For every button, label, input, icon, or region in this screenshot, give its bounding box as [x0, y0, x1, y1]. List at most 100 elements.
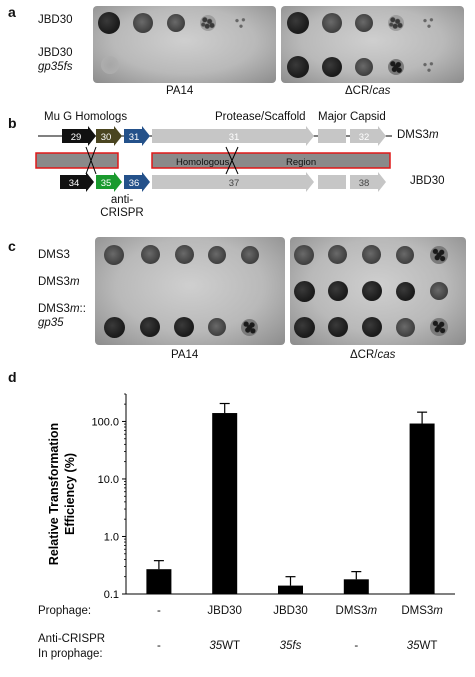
bar	[343, 579, 369, 594]
spot	[98, 12, 120, 34]
spot	[362, 281, 382, 301]
spot	[167, 14, 185, 32]
gene-38-left-block	[318, 175, 346, 189]
gene-map: 29 30 31 31 32 Homologous Region 34 35 3…	[35, 126, 392, 192]
gene-label: 34	[69, 178, 80, 189]
anti-crispr-label: -	[354, 640, 359, 652]
spot	[328, 317, 348, 337]
anti-crispr-label: 35WT	[209, 640, 241, 652]
spot	[175, 245, 194, 264]
y-tick-label: 100.0	[91, 416, 119, 428]
gene-29-arrow	[62, 126, 96, 146]
y-axis-label-line2: Efficiency (%)	[63, 453, 77, 535]
spot	[241, 319, 258, 336]
bar	[212, 413, 238, 594]
bar	[409, 423, 435, 594]
y-tick-label: 10.0	[98, 474, 119, 486]
spot	[287, 12, 309, 34]
y-tick-label: 1.0	[104, 531, 119, 543]
spot	[328, 245, 347, 264]
anti-crispr-label-line1: anti-	[110, 194, 134, 206]
spot	[396, 246, 414, 264]
anti-crispr-row-label-line1: Anti-CRISPR	[38, 633, 106, 645]
panel-c-row2-label: DMS3m	[38, 276, 80, 288]
gene-32-arrow	[350, 126, 386, 146]
panel-c-row1-label: DMS3	[38, 249, 70, 261]
gene-36-arrow	[124, 172, 150, 192]
gene-32-left-block	[318, 129, 346, 143]
spot	[294, 245, 314, 265]
spot	[294, 281, 315, 302]
spot	[287, 56, 309, 78]
spot	[388, 15, 404, 31]
homology-box-left	[35, 152, 119, 169]
anti-crispr-row-label-line2: In prophage:	[38, 648, 103, 660]
panel-c-row3-label: DMS3m::	[38, 303, 86, 315]
bar	[146, 569, 172, 594]
transformation-bar-chart: 0.1 1.0 10.0 100.0 Relative Transformation Ef…	[47, 393, 455, 601]
panel-a-row2-label-italic: gp35fs	[38, 61, 73, 73]
panel-b-header-capsid: Major Capsid	[318, 111, 386, 123]
panel-c-row3-label-italic: gp35	[38, 317, 64, 329]
spot	[241, 246, 259, 264]
gene-31-gray-arrow	[152, 126, 314, 146]
homologous-label: Homologous	[176, 157, 230, 168]
gene-38-arrow	[350, 172, 386, 192]
spot	[362, 317, 382, 337]
gene-label: 31	[229, 132, 240, 143]
panel-c-plate-right-label: ΔCR/cas	[350, 349, 396, 361]
panel-c-label: c	[8, 238, 16, 254]
bar	[278, 585, 303, 594]
spot	[174, 317, 194, 337]
panel-b-label: b	[8, 115, 17, 131]
spot	[396, 282, 415, 301]
spot	[388, 59, 404, 75]
spot	[328, 281, 348, 301]
gene-label: 36	[129, 178, 140, 189]
plate-a-dcr-cas	[281, 6, 464, 83]
gene-35-arrow	[96, 172, 122, 192]
gene-label: 38	[359, 178, 370, 189]
spot	[396, 318, 415, 337]
spot	[430, 318, 448, 336]
panel-b-top-phage: DMS3m	[397, 129, 439, 141]
panel-a-plate-right-label: ΔCR/cas	[345, 85, 391, 97]
prophage-category-label: DMS3m	[401, 605, 443, 617]
spot	[104, 245, 124, 265]
spot	[294, 317, 315, 338]
panel-a-row2-label: JBD30	[38, 47, 73, 59]
homology-box-right	[151, 152, 391, 169]
anti-crispr-label: 35fs	[279, 640, 302, 652]
spot	[430, 282, 448, 300]
prophage-row: - JBD30 JBD30 DMS3m DMS3m	[0, 605, 475, 621]
plate-c-dcr-cas	[290, 237, 466, 345]
spot	[133, 13, 153, 33]
spot	[208, 246, 226, 264]
spot	[362, 245, 381, 264]
prophage-category-label: -	[156, 605, 161, 617]
spot	[430, 246, 448, 264]
gene-label: 31	[129, 132, 140, 143]
panel-b-header-mu: Mu G Homologs	[44, 111, 128, 123]
plate-c-pa14	[95, 237, 285, 345]
panel-a-plate-left-label: PA14	[166, 85, 194, 97]
y-axis-label-line1: Relative Transformation	[47, 423, 61, 565]
anti-crispr-row: - 35WT 35fs - 35WT	[0, 640, 475, 656]
gene-label: 29	[71, 132, 82, 143]
prophage-category-label: JBD30	[207, 605, 242, 617]
panel-b-header-protease: Protease/Scaffold	[215, 111, 306, 123]
panel-a-row1-label: JBD30	[38, 14, 73, 26]
panel-d-label: d	[8, 369, 17, 385]
spot	[355, 58, 373, 76]
prophage-category-label: JBD30	[273, 605, 308, 617]
spot	[208, 318, 226, 336]
gene-34-arrow	[60, 172, 94, 192]
spot	[200, 15, 216, 31]
spot	[101, 56, 119, 74]
gene-31-blue-arrow	[124, 126, 150, 146]
y-tick-label: 0.1	[104, 589, 119, 601]
region-label: Region	[286, 157, 316, 168]
spot	[104, 317, 125, 338]
prophage-row-label: Prophage:	[38, 605, 92, 617]
crossover-line	[225, 146, 239, 175]
